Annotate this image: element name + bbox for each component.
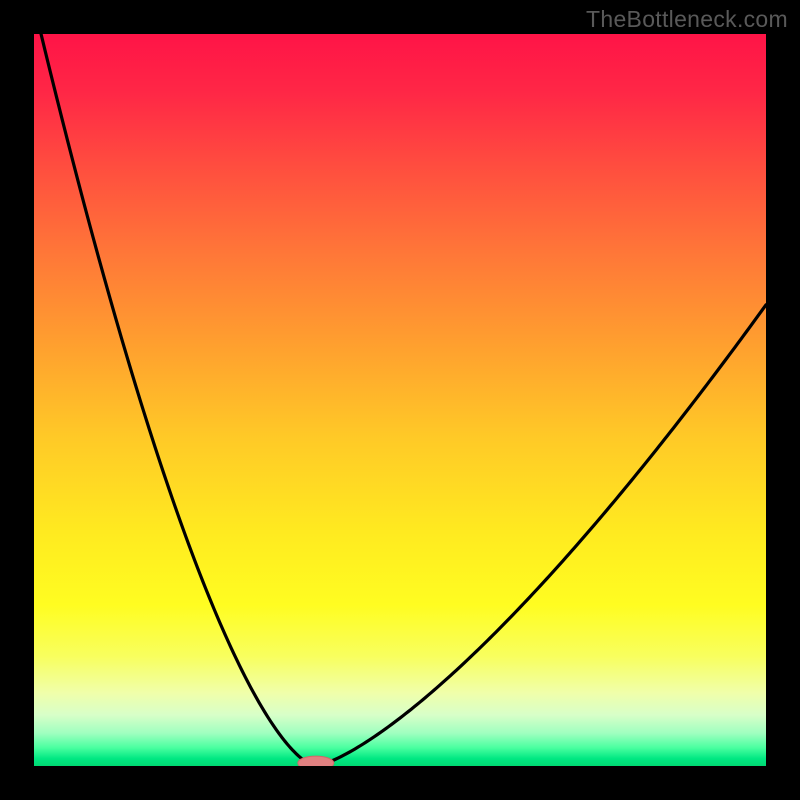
minimum-marker (298, 756, 334, 766)
gradient-background (34, 34, 766, 766)
chart-container (34, 34, 766, 766)
watermark-text: TheBottleneck.com (586, 6, 788, 33)
bottleneck-chart (34, 34, 766, 766)
